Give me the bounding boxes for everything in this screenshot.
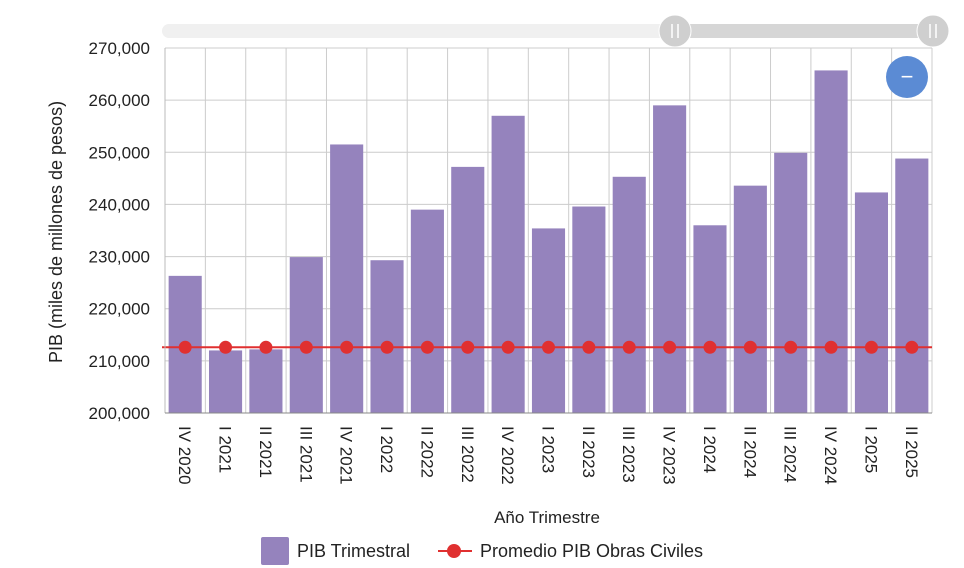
- legend-label: Promedio PIB Obras Civiles: [479, 540, 704, 561]
- y-tick-label: 250,000: [89, 143, 150, 162]
- x-tick-label: IV 2023: [660, 426, 679, 485]
- x-tick-label: I 2021: [216, 426, 235, 473]
- average-point[interactable]: [299, 340, 313, 354]
- bar[interactable]: [612, 176, 646, 413]
- average-point[interactable]: [663, 340, 677, 354]
- x-tick-label: I 2024: [700, 426, 719, 473]
- bar[interactable]: [451, 166, 485, 413]
- average-point[interactable]: [219, 340, 233, 354]
- average-point[interactable]: [259, 340, 273, 354]
- x-tick-label: IV 2022: [498, 426, 517, 485]
- bar[interactable]: [289, 257, 323, 413]
- x-tick-label: I 2025: [861, 426, 880, 473]
- x-tick-label: I 2022: [377, 426, 396, 473]
- average-point[interactable]: [864, 340, 878, 354]
- zoom-out-button[interactable]: −: [886, 56, 928, 98]
- scrollbar-handle-right[interactable]: [916, 14, 950, 48]
- chart: 200,000 210,000 220,000 230,000 240,000 250,0…: [46, 14, 950, 527]
- x-tick-label: III 2024: [781, 426, 800, 483]
- average-point[interactable]: [461, 340, 475, 354]
- bar[interactable]: [854, 192, 888, 413]
- legend-bar-swatch: [260, 537, 289, 565]
- bar[interactable]: [491, 115, 525, 414]
- line-series: [162, 340, 932, 354]
- average-point[interactable]: [420, 340, 434, 354]
- y-tick-label: 200,000: [89, 404, 150, 423]
- grid-lines: [164, 47, 933, 414]
- x-tick-label: II 2022: [417, 426, 436, 478]
- y-tick-label: 230,000: [89, 248, 150, 267]
- legend: PIB Trimestral Promedio PIB Obras Civile…: [0, 536, 964, 566]
- scrollbar-selection[interactable]: [675, 24, 932, 38]
- x-tick-label: II 2025: [902, 426, 921, 478]
- x-axis: IV 2020 I 2021 II 2021 III 2021 IV 2021 I 202…: [165, 412, 932, 485]
- average-point[interactable]: [743, 340, 757, 354]
- average-point[interactable]: [703, 340, 717, 354]
- average-point[interactable]: [380, 340, 394, 354]
- average-point[interactable]: [784, 340, 798, 354]
- bar[interactable]: [895, 158, 929, 413]
- scrollbar-handle-left[interactable]: [658, 14, 692, 48]
- bar[interactable]: [209, 350, 243, 413]
- bar[interactable]: [693, 225, 727, 413]
- bar[interactable]: [572, 206, 606, 413]
- bar[interactable]: [733, 185, 767, 413]
- average-point[interactable]: [542, 340, 555, 354]
- average-point[interactable]: [178, 340, 192, 354]
- bar[interactable]: [330, 144, 364, 413]
- average-point[interactable]: [340, 340, 354, 354]
- bar[interactable]: [410, 209, 444, 413]
- x-tick-label: IV 2021: [337, 426, 356, 485]
- average-point[interactable]: [905, 340, 919, 354]
- x-tick-label: IV 2020: [175, 426, 194, 485]
- bar[interactable]: [370, 260, 404, 413]
- legend-line-swatch: [437, 541, 472, 561]
- bar[interactable]: [774, 152, 808, 414]
- bar[interactable]: [249, 349, 283, 413]
- x-tick-label: I 2023: [539, 426, 558, 473]
- y-tick-label: 210,000: [89, 352, 150, 371]
- range-scrollbar[interactable]: [162, 14, 950, 48]
- bar[interactable]: [531, 228, 566, 413]
- average-point[interactable]: [501, 340, 515, 354]
- x-tick-label: IV 2024: [821, 426, 840, 485]
- minus-icon: −: [900, 64, 914, 89]
- y-axis-title: PIB (miles de millones de pesos): [46, 101, 66, 363]
- average-point[interactable]: [582, 340, 596, 354]
- x-tick-label: III 2022: [458, 426, 477, 483]
- average-point[interactable]: [622, 340, 636, 354]
- legend-item-promedio[interactable]: Promedio PIB Obras Civiles: [437, 540, 704, 562]
- legend-label: PIB Trimestral: [296, 540, 410, 561]
- bar[interactable]: [653, 105, 687, 413]
- y-axis: 200,000 210,000 220,000 230,000 240,000 250,0…: [89, 39, 166, 423]
- x-axis-title: Año Trimestre: [494, 508, 600, 527]
- x-tick-label: II 2023: [579, 426, 598, 478]
- y-tick-label: 260,000: [89, 91, 150, 110]
- y-tick-label: 220,000: [89, 300, 150, 319]
- y-tick-label: 270,000: [89, 39, 150, 58]
- x-tick-label: III 2023: [619, 426, 638, 483]
- x-tick-label: III 2021: [296, 426, 315, 483]
- x-tick-label: II 2021: [256, 426, 275, 478]
- x-tick-label: II 2024: [740, 426, 759, 478]
- average-point[interactable]: [824, 340, 838, 354]
- bar[interactable]: [814, 70, 848, 414]
- y-tick-label: 240,000: [89, 195, 150, 214]
- bar-series: [168, 70, 929, 414]
- legend-item-pib-trimestral[interactable]: PIB Trimestral: [260, 537, 410, 565]
